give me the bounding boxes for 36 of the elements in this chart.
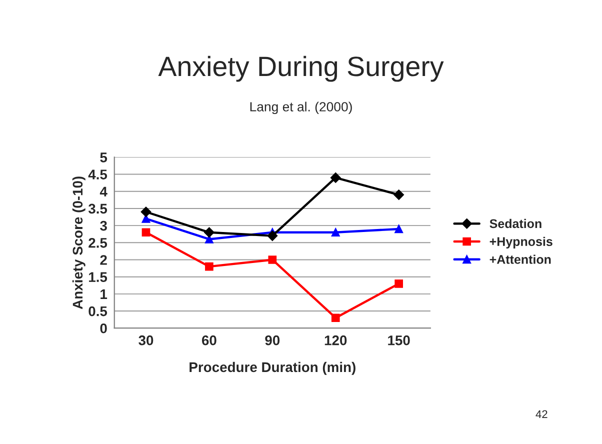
legend-label: +Attention bbox=[490, 254, 551, 264]
point bbox=[394, 224, 403, 234]
y-tick-label: 3.5 bbox=[88, 204, 108, 214]
y-tick-label: 4 bbox=[100, 186, 108, 196]
point bbox=[331, 228, 340, 237]
y-tick-label: 1.5 bbox=[89, 272, 108, 282]
legend-label: Sedation bbox=[490, 218, 542, 228]
y-tick-label: 4.5 bbox=[88, 170, 108, 180]
x-tick-label: 30 bbox=[138, 335, 154, 346]
y-tick-label: 0 bbox=[100, 323, 107, 334]
chart-subtitle: Lang et al. (2000) bbox=[250, 102, 352, 114]
point bbox=[204, 227, 214, 238]
y-tick-label: 0.5 bbox=[88, 306, 108, 316]
x-tick-label: 120 bbox=[324, 335, 347, 346]
point bbox=[330, 172, 341, 183]
point bbox=[205, 262, 214, 271]
x-tick-label: 60 bbox=[202, 335, 216, 346]
text: 42 bbox=[536, 410, 548, 418]
x-tick-label: 90 bbox=[265, 335, 280, 346]
point bbox=[394, 190, 404, 200]
x-axis-title: Procedure Duration (min) bbox=[190, 362, 356, 375]
point bbox=[142, 228, 150, 237]
y-tick-label: 5 bbox=[100, 152, 108, 162]
point bbox=[268, 256, 277, 264]
y-tick-label: 2.5 bbox=[88, 238, 108, 248]
point bbox=[331, 314, 340, 322]
y-tick-label: 3 bbox=[100, 220, 107, 231]
chart-title: Anxiety During Surgery bbox=[158, 56, 444, 82]
x-tick-label: 150 bbox=[388, 335, 410, 346]
legend-label: +Hypnosis bbox=[490, 236, 552, 248]
y-tick-label: 1 bbox=[100, 289, 108, 299]
y-axis-title: Anxiety Score (0-10) bbox=[72, 176, 86, 310]
point bbox=[394, 280, 403, 288]
y-tick-label: 2 bbox=[100, 255, 107, 265]
point bbox=[140, 206, 152, 217]
point bbox=[267, 230, 278, 241]
